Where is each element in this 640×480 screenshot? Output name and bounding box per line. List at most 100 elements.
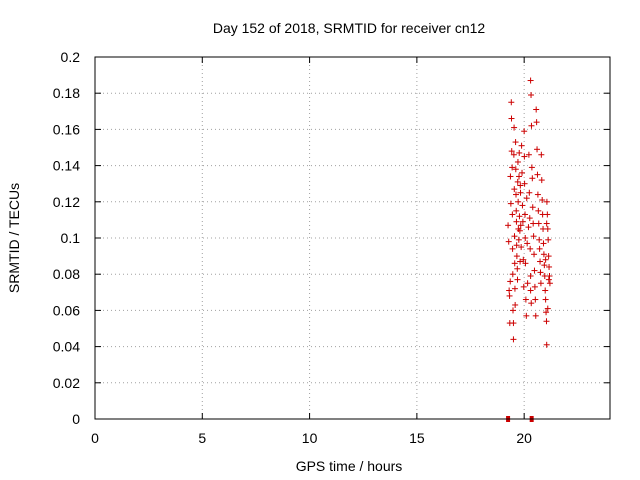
data-point	[507, 278, 514, 285]
y-tick-label: 0.1	[61, 230, 81, 246]
data-point	[508, 115, 515, 122]
data-point	[516, 227, 523, 234]
data-point	[509, 211, 516, 218]
data-point	[510, 151, 517, 158]
data-point	[526, 189, 533, 196]
data-point	[520, 283, 527, 290]
data-point	[545, 236, 552, 243]
data-point	[545, 253, 552, 260]
data-point	[512, 301, 519, 308]
data-point	[508, 148, 515, 155]
data-point	[509, 245, 516, 252]
y-axis-title: SRMTID / TECUs	[6, 183, 22, 293]
data-point	[528, 300, 535, 307]
data-point	[537, 280, 544, 287]
y-tick-label: 0.06	[53, 302, 80, 318]
data-point	[508, 99, 515, 106]
data-point	[519, 218, 526, 225]
data-point	[533, 106, 540, 113]
data-point	[534, 146, 541, 153]
x-tick-label: 10	[302, 430, 318, 446]
data-point	[531, 267, 538, 274]
data-point	[513, 191, 520, 198]
y-tick-label: 0.04	[53, 339, 80, 355]
data-point	[523, 312, 530, 319]
data-point	[515, 236, 522, 243]
data-point	[527, 77, 534, 84]
x-tick-label: 20	[516, 430, 532, 446]
data-point	[542, 287, 549, 294]
data-point	[533, 119, 540, 126]
x-axis-title: GPS time / hours	[296, 458, 403, 474]
data-point	[510, 320, 517, 327]
data-point	[515, 198, 522, 205]
data-point	[536, 236, 543, 243]
data-point	[527, 287, 534, 294]
data-point	[511, 233, 518, 240]
data-point	[542, 256, 549, 263]
y-tick-label: 0.08	[53, 266, 80, 282]
data-point	[510, 336, 517, 343]
data-point	[528, 164, 535, 171]
data-point	[534, 171, 541, 178]
data-point	[536, 245, 543, 252]
chart-title: Day 152 of 2018, SRMTID for receiver cn1…	[213, 20, 486, 36]
data-point	[521, 128, 528, 135]
data-point	[518, 244, 525, 251]
data-point	[516, 173, 523, 180]
y-tick-label: 0.14	[53, 158, 80, 174]
data-point	[505, 222, 512, 229]
data-point	[525, 224, 532, 231]
y-tick-label: 0.2	[61, 49, 81, 65]
data-point	[523, 195, 530, 202]
data-point	[539, 196, 546, 203]
y-tick-label: 0	[72, 411, 80, 427]
data-point	[513, 207, 520, 214]
x-tick-label: 15	[409, 430, 425, 446]
data-point	[509, 271, 516, 278]
data-point	[543, 318, 550, 325]
data-point	[513, 218, 520, 225]
data-point	[541, 262, 548, 269]
data-point	[525, 151, 532, 158]
data-point	[527, 245, 534, 252]
data-point	[511, 186, 518, 193]
data-point	[516, 149, 523, 156]
data-point	[534, 191, 541, 198]
data-point	[522, 296, 529, 303]
data-point	[514, 276, 521, 283]
data-point	[512, 139, 519, 146]
data-point	[516, 213, 523, 220]
data-point	[511, 260, 518, 267]
data-point	[512, 166, 519, 173]
data-point	[544, 225, 551, 232]
data-point	[520, 256, 527, 263]
data-point	[532, 296, 539, 303]
data-point	[530, 220, 537, 227]
data-point	[514, 265, 521, 272]
data-point	[538, 177, 545, 184]
y-tick-label: 0.12	[53, 194, 80, 210]
data-point	[506, 287, 513, 294]
data-point	[526, 215, 533, 222]
data-point	[543, 309, 550, 316]
data-point	[542, 296, 549, 303]
x-tick-label: 0	[91, 430, 99, 446]
data-point	[535, 207, 542, 214]
data-point	[521, 153, 528, 160]
data-point	[519, 169, 526, 176]
data-point	[509, 164, 516, 171]
data-point	[511, 124, 518, 131]
data-point	[531, 283, 538, 290]
data-point	[513, 242, 520, 249]
data-point	[538, 151, 545, 158]
data-point	[540, 240, 547, 247]
plot-frame	[94, 56, 611, 420]
y-tick-label: 0.02	[53, 375, 80, 391]
scatter-points	[505, 77, 553, 422]
data-point	[517, 222, 524, 229]
data-point	[535, 220, 542, 227]
y-tick-label: 0.16	[53, 121, 80, 137]
